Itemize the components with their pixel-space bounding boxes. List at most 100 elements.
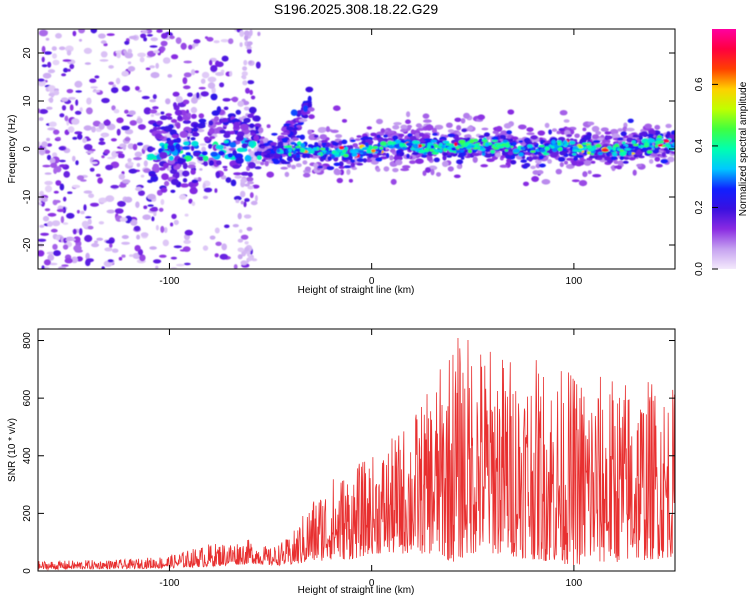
ridge-core-blob xyxy=(393,143,400,148)
ridge-core-blob xyxy=(601,148,609,152)
colorbar-tick-label: 0.0 xyxy=(694,262,705,276)
ridge-halo-blob xyxy=(416,127,425,131)
ridge-blob xyxy=(484,148,490,152)
ridge-halo-blob xyxy=(424,124,434,131)
noise-blob xyxy=(121,125,130,131)
noise-blob xyxy=(154,112,161,116)
noise-blob xyxy=(41,197,48,203)
noise-blob xyxy=(61,264,69,267)
ridge-blob xyxy=(461,128,468,133)
band-blob xyxy=(225,177,232,183)
ridge-core-blob xyxy=(642,147,648,151)
band-blob xyxy=(182,99,190,105)
noise-blob xyxy=(124,52,133,59)
ridge-halo-blob xyxy=(582,127,587,132)
noise-blob xyxy=(249,89,253,95)
noise-blob xyxy=(124,196,133,203)
colorbar-tick-label: 0.4 xyxy=(694,139,705,153)
noise-blob xyxy=(133,225,141,232)
ridge-core-blob xyxy=(552,147,558,153)
ridge-core-blob xyxy=(657,144,664,147)
ridge-halo-blob xyxy=(415,123,422,128)
snr-x-axis-label: Height of straight line (km) xyxy=(298,585,415,596)
band-blob xyxy=(220,117,229,123)
band-blob xyxy=(229,141,237,148)
band-blob xyxy=(286,126,294,131)
ridge-halo-blob xyxy=(604,131,612,135)
band-blob xyxy=(150,175,159,182)
noise-blob xyxy=(119,217,128,222)
ridge-core-blob xyxy=(472,147,479,150)
ridge-halo-blob xyxy=(352,143,359,148)
noise-blob xyxy=(75,160,79,166)
ridge-blob xyxy=(326,166,335,171)
noise-blob xyxy=(207,82,216,89)
band-blob xyxy=(177,115,183,121)
noise-blob xyxy=(239,30,245,37)
noise-blob xyxy=(242,80,248,86)
noise-blob xyxy=(135,86,140,91)
noise-blob xyxy=(172,91,180,97)
noise-blob xyxy=(176,171,180,178)
band-blob xyxy=(223,106,229,111)
noise-blob xyxy=(118,256,123,261)
noise-blob xyxy=(244,247,250,252)
ridge-halo-blob xyxy=(392,168,399,173)
noise-blob xyxy=(51,46,57,51)
noise-blob xyxy=(233,264,238,269)
noise-blob xyxy=(204,36,209,39)
noise-blob xyxy=(199,143,207,146)
ridge-blob xyxy=(368,153,374,158)
noise-blob xyxy=(136,117,143,124)
ridge-halo-blob xyxy=(256,148,265,152)
ridge-blob xyxy=(670,151,675,155)
noise-blob xyxy=(193,177,199,180)
ridge-core-blob xyxy=(595,143,602,148)
snr-panel: -100 0 100 0 200 400 600 800 Height of straight… xyxy=(7,328,676,596)
band-blob xyxy=(247,113,254,119)
ridge-blob xyxy=(299,134,305,140)
ridge-blob xyxy=(538,163,546,168)
noise-blob xyxy=(55,235,61,241)
ridge-core-blob xyxy=(350,149,358,154)
ridge-blob xyxy=(626,137,634,143)
noise-blob xyxy=(173,245,182,249)
noise-blob xyxy=(53,167,58,174)
ridge-core-blob xyxy=(520,146,524,150)
noise-blob xyxy=(129,120,137,126)
noise-blob xyxy=(105,195,115,203)
noise-blob xyxy=(77,133,83,140)
ridge-halo-blob xyxy=(302,160,308,165)
noise-blob xyxy=(41,141,48,148)
noise-blob xyxy=(82,137,87,143)
noise-blob xyxy=(241,71,248,77)
noise-blob xyxy=(246,226,253,232)
ridge-halo-blob xyxy=(463,112,470,119)
noise-blob xyxy=(141,95,150,100)
ridge-blob xyxy=(627,118,634,124)
noise-blob xyxy=(108,65,114,69)
ridge-blob xyxy=(269,152,274,158)
noise-blob xyxy=(183,72,192,78)
ridge-blob xyxy=(381,152,387,156)
ridge-blob xyxy=(419,132,425,137)
noise-blob xyxy=(108,81,114,86)
noise-blob xyxy=(137,124,146,130)
ridge-halo-blob xyxy=(319,134,327,140)
noise-blob xyxy=(76,175,85,181)
noise-blob xyxy=(44,51,52,55)
noise-blob xyxy=(182,77,188,85)
ridge-halo-blob xyxy=(541,179,551,185)
noise-blob xyxy=(48,262,58,266)
noise-blob xyxy=(90,202,99,207)
noise-blob xyxy=(83,190,93,194)
noise-blob xyxy=(39,109,48,114)
ridge-core-blob xyxy=(619,149,625,153)
noise-blob xyxy=(153,212,157,217)
noise-blob xyxy=(59,159,66,163)
ridge-halo-blob xyxy=(460,118,466,124)
ridge-core-blob xyxy=(556,140,562,144)
ridge-core-blob xyxy=(671,142,675,147)
ridge-halo-blob xyxy=(284,171,290,177)
noise-blob xyxy=(67,96,76,100)
